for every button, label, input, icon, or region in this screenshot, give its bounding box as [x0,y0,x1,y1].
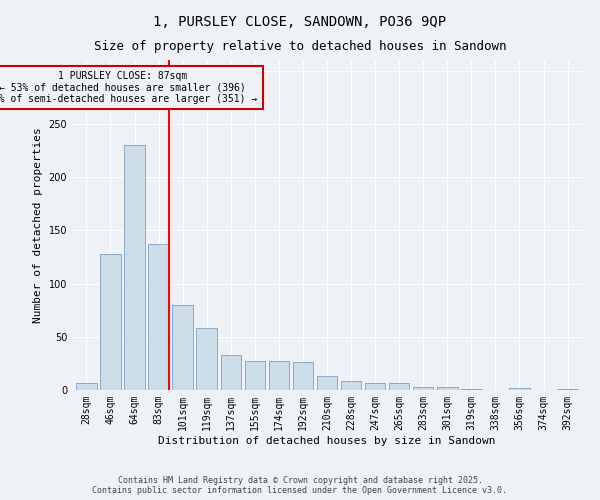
Text: Contains HM Land Registry data © Crown copyright and database right 2025.: Contains HM Land Registry data © Crown c… [118,476,482,485]
Bar [317,376,337,390]
Y-axis label: Number of detached properties: Number of detached properties [33,127,43,323]
Bar [341,382,361,390]
Text: 1, PURSLEY CLOSE, SANDOWN, PO36 9QP: 1, PURSLEY CLOSE, SANDOWN, PO36 9QP [154,15,446,29]
Bar [269,362,289,390]
Bar [557,389,578,390]
Bar [461,389,482,390]
Bar [413,387,433,390]
Bar [437,387,458,390]
Bar [148,244,169,390]
Bar [509,388,530,390]
Text: Contains public sector information licensed under the Open Government Licence v3: Contains public sector information licen… [92,486,508,495]
Bar [389,382,409,390]
Text: 1 PURSLEY CLOSE: 87sqm
← 53% of detached houses are smaller (396)
47% of semi-de: 1 PURSLEY CLOSE: 87sqm ← 53% of detached… [0,70,257,104]
Bar [245,362,265,390]
Text: Size of property relative to detached houses in Sandown: Size of property relative to detached ho… [94,40,506,53]
Bar [172,305,193,390]
Bar [196,328,217,390]
Bar [365,382,385,390]
X-axis label: Distribution of detached houses by size in Sandown: Distribution of detached houses by size … [158,436,496,446]
Bar [100,254,121,390]
Bar [76,382,97,390]
Bar [124,145,145,390]
Bar [221,355,241,390]
Bar [293,362,313,390]
